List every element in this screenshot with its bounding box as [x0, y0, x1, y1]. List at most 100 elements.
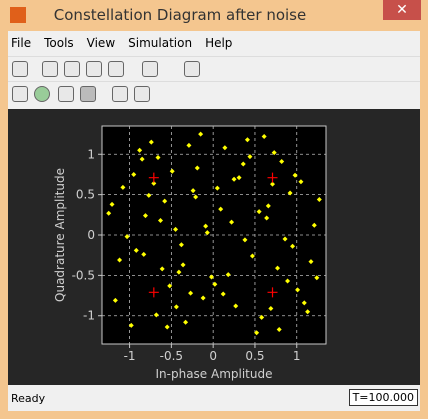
- autoscale-button[interactable]: [142, 61, 158, 77]
- highlight-button[interactable]: [112, 86, 128, 102]
- y-tick-label: 0: [87, 228, 95, 242]
- stop-button[interactable]: [80, 86, 96, 102]
- symbol-point: [142, 213, 148, 219]
- symbol-point: [308, 259, 314, 265]
- symbol-point: [218, 206, 224, 212]
- symbol-point: [233, 303, 239, 309]
- symbol-point: [173, 226, 179, 232]
- reference-point: [148, 287, 159, 298]
- plot-area: [101, 125, 327, 345]
- chart: -1 -0.5 0 0.5 1 -1 -0.5 0 0.5 1 In-phase Amplitude…: [53, 125, 327, 381]
- symbol-point: [275, 265, 281, 271]
- run-button[interactable]: [34, 86, 50, 102]
- symbol-point: [146, 192, 152, 198]
- symbol-point: [254, 330, 260, 336]
- symbol-point: [261, 133, 267, 139]
- reference-point: [267, 172, 278, 183]
- x-tick-label: 1: [293, 349, 301, 363]
- symbol-point: [242, 237, 248, 243]
- snapshot-button[interactable]: [134, 86, 150, 102]
- symbol-point: [148, 139, 154, 145]
- y-tick-label: 0.5: [76, 188, 95, 202]
- toolbar: [8, 56, 420, 80]
- settings-button[interactable]: [12, 61, 28, 77]
- status-bar: Ready T=100.000: [8, 387, 420, 409]
- y-tick-label: -1: [83, 309, 95, 323]
- symbol-point: [128, 322, 134, 328]
- app-icon: [10, 7, 26, 23]
- symbol-point: [183, 319, 189, 325]
- y-tick-label: -0.5: [72, 268, 95, 282]
- symbol-point: [204, 230, 210, 236]
- symbol-point: [247, 154, 253, 160]
- symbol-point: [173, 304, 179, 310]
- symbol-point: [162, 198, 168, 204]
- symbol-point: [295, 287, 301, 293]
- symbol-point: [176, 269, 182, 275]
- zoom-y-button[interactable]: [86, 61, 102, 77]
- symbol-point: [292, 172, 298, 178]
- symbol-point: [112, 297, 118, 303]
- symbol-point: [167, 283, 173, 289]
- symbol-point: [298, 179, 304, 185]
- symbol-point: [285, 278, 291, 284]
- symbol-point: [314, 275, 320, 281]
- symbol-point: [186, 142, 192, 148]
- symbol-point: [188, 290, 194, 296]
- symbol-point: [159, 266, 165, 272]
- symbol-point: [137, 147, 143, 153]
- symbol-point: [265, 203, 271, 209]
- symbol-point: [169, 168, 175, 174]
- symbol-point: [240, 161, 246, 167]
- symbol-point: [180, 262, 186, 268]
- symbol-point: [264, 215, 270, 221]
- measure-button[interactable]: [184, 61, 200, 77]
- pan-button[interactable]: [108, 61, 124, 77]
- menu-item[interactable]: Simulation: [128, 36, 193, 50]
- symbol-point: [271, 150, 277, 156]
- symbol-point: [120, 184, 126, 190]
- step-back-button[interactable]: [12, 86, 28, 102]
- symbol-point: [301, 300, 307, 306]
- symbol-point: [203, 223, 209, 229]
- symbol-point: [279, 159, 285, 165]
- y-tick-label: 1: [87, 147, 95, 161]
- y-axis-label: Quadrature Amplitude: [53, 168, 67, 302]
- zoom-x-button[interactable]: [64, 61, 80, 77]
- symbol-point: [106, 210, 112, 216]
- zoom-in-button[interactable]: [42, 61, 58, 77]
- symbol-point: [231, 176, 237, 182]
- symbol-point: [131, 171, 137, 177]
- symbol-point: [311, 222, 317, 228]
- symbol-point: [155, 154, 161, 160]
- symbol-point: [198, 131, 204, 137]
- symbol-point: [244, 137, 250, 143]
- symbol-point: [305, 309, 311, 315]
- symbol-point: [117, 257, 123, 263]
- reference-point: [148, 172, 159, 183]
- symbol-point: [222, 145, 228, 151]
- symbol-point: [153, 312, 159, 318]
- menu-item[interactable]: Tools: [44, 36, 74, 50]
- step-forward-button[interactable]: [58, 86, 74, 102]
- x-tick-label: -1: [124, 349, 136, 363]
- symbol-point: [229, 219, 235, 225]
- symbol-point: [268, 305, 274, 311]
- symbol-point: [287, 190, 293, 196]
- symbol-point: [208, 274, 214, 280]
- symbol-point: [151, 180, 157, 186]
- symbol-point: [282, 236, 288, 242]
- symbol-point: [193, 194, 199, 200]
- symbol-point: [249, 253, 255, 259]
- toolbar: [8, 81, 420, 105]
- menu-item[interactable]: View: [86, 36, 116, 50]
- close-button[interactable]: ✕: [383, 0, 421, 20]
- menu-item[interactable]: File: [11, 36, 32, 50]
- status-text: Ready: [11, 392, 46, 405]
- menu-item[interactable]: Help: [205, 36, 233, 50]
- symbol-point: [316, 196, 322, 202]
- symbol-point: [256, 209, 262, 215]
- symbol-point: [236, 175, 242, 181]
- symbol-point: [109, 201, 115, 207]
- symbol-point: [164, 324, 170, 330]
